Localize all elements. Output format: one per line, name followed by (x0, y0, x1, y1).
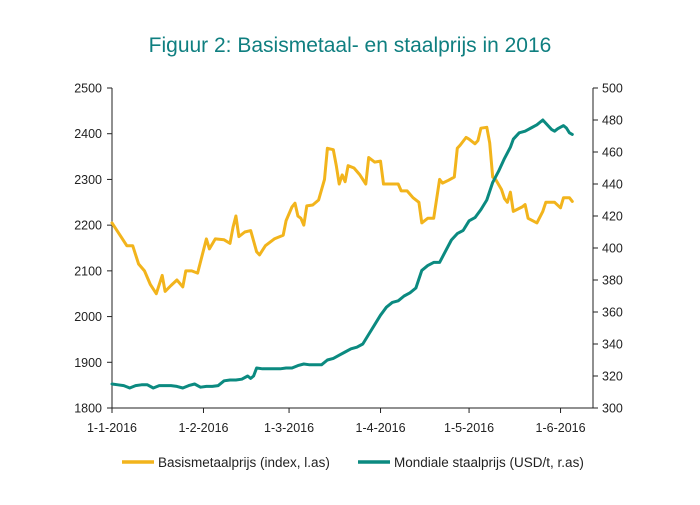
x-tick-label: 1-5-2016 (444, 421, 494, 435)
legend-label-2: Mondiale staalprijs (USD/t, r.as) (394, 455, 584, 470)
right-y-tick-label: 460 (602, 146, 623, 160)
left-y-tick-label: 1800 (74, 402, 102, 416)
left-y-tick-label: 2000 (74, 310, 102, 324)
right-y-tick-label: 380 (602, 274, 623, 288)
right-y-tick-label: 360 (602, 306, 623, 320)
chart-title: Figuur 2: Basismetaal- en staalprijs in … (148, 34, 552, 57)
series-line-1 (110, 125, 574, 296)
right-y-tick-label: 320 (602, 370, 623, 384)
left-y-tick-label: 2300 (74, 173, 102, 187)
left-y-tick-label: 1900 (74, 356, 102, 370)
right-y-tick-label: 440 (602, 178, 623, 192)
right-y-tick-label: 400 (602, 242, 623, 256)
legend-label-1: Basismetaalprijs (index, l.as) (158, 455, 330, 470)
x-tick-label: 1-2-2016 (178, 421, 228, 435)
x-tick-label: 1-6-2016 (536, 421, 586, 435)
right-y-tick-label: 420 (602, 210, 623, 224)
right-y-tick-label: 480 (602, 114, 623, 128)
right-y-tick-label: 500 (602, 82, 623, 96)
x-tick-label: 1-4-2016 (356, 421, 406, 435)
right-y-tick-label: 300 (602, 402, 623, 416)
left-y-tick-label: 2100 (74, 264, 102, 278)
x-tick-label: 1-1-2016 (87, 421, 137, 435)
left-y-tick-label: 2400 (74, 127, 102, 141)
left-y-tick-label: 2200 (74, 219, 102, 233)
left-y-tick-label: 2500 (74, 82, 102, 96)
x-tick-label: 1-3-2016 (264, 421, 314, 435)
right-y-tick-label: 340 (602, 338, 623, 352)
series-line-2 (110, 118, 574, 390)
